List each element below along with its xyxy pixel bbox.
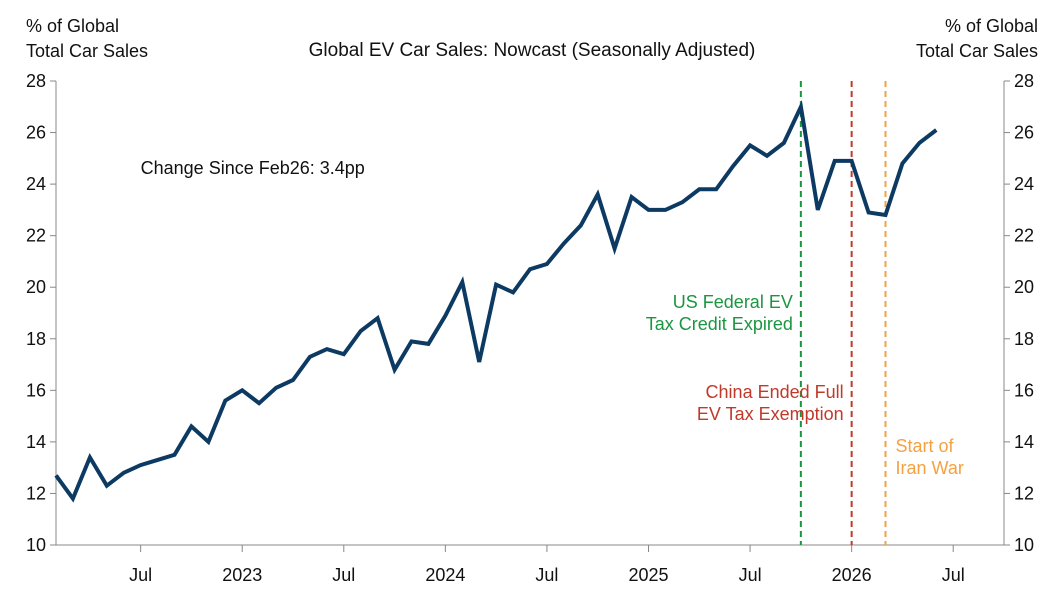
y-tick-label-right: 16 bbox=[1014, 380, 1034, 400]
axes: 10 10 12 12 14 14 16 16 18 18 20 20 22 22 24 24 26 26 28 28… bbox=[26, 71, 1034, 585]
y-tick-label-left: 14 bbox=[26, 432, 46, 452]
right-axis-label-line-2: Total Car Sales bbox=[916, 41, 1038, 61]
x-tick-label: Jul bbox=[739, 565, 762, 585]
y-tick-label-left: 18 bbox=[26, 329, 46, 349]
event-label: Tax Credit Expired bbox=[646, 314, 793, 334]
x-tick-label: Jul bbox=[129, 565, 152, 585]
y-tick-label-left: 22 bbox=[26, 226, 46, 246]
y-tick-label-right: 18 bbox=[1014, 329, 1034, 349]
y-tick-label-right: 22 bbox=[1014, 226, 1034, 246]
annotations: Change Since Feb26: 3.4pp bbox=[141, 158, 365, 178]
y-tick-label-left: 10 bbox=[26, 535, 46, 555]
y-tick-label-right: 10 bbox=[1014, 535, 1034, 555]
x-tick-label: 2024 bbox=[425, 565, 465, 585]
y-tick-label-left: 20 bbox=[26, 277, 46, 297]
y-tick-label-left: 16 bbox=[26, 380, 46, 400]
event-label: EV Tax Exemption bbox=[697, 404, 844, 424]
x-tick-label: Jul bbox=[332, 565, 355, 585]
x-tick-label: 2025 bbox=[628, 565, 668, 585]
x-tick-label: Jul bbox=[942, 565, 965, 585]
event-label: China Ended Full bbox=[706, 382, 844, 402]
y-tick-label-left: 12 bbox=[26, 483, 46, 503]
event-label: US Federal EV bbox=[673, 292, 793, 312]
chart-title: Global EV Car Sales: Nowcast (Seasonally… bbox=[309, 40, 756, 61]
series-group bbox=[54, 100, 938, 503]
x-tick-label: 2026 bbox=[832, 565, 872, 585]
right-axis-label-line-1: % of Global bbox=[945, 16, 1038, 36]
y-tick-label-right: 12 bbox=[1014, 483, 1034, 503]
y-tick-label-right: 14 bbox=[1014, 432, 1034, 452]
annotation-text: Change Since Feb26: 3.4pp bbox=[141, 158, 365, 178]
y-tick-label-right: 28 bbox=[1014, 71, 1034, 91]
x-tick-label: 2023 bbox=[222, 565, 262, 585]
x-tick-label: Jul bbox=[535, 565, 558, 585]
y-tick-label-left: 28 bbox=[26, 71, 46, 91]
y-tick-label-left: 26 bbox=[26, 123, 46, 143]
y-tick-label-right: 26 bbox=[1014, 123, 1034, 143]
y-tick-label-right: 20 bbox=[1014, 277, 1034, 297]
y-tick-label-right: 24 bbox=[1014, 174, 1034, 194]
event-label: Start of bbox=[896, 436, 955, 456]
series-line bbox=[54, 100, 938, 503]
left-axis-label-line-1: % of Global bbox=[26, 16, 119, 36]
event-label: Iran War bbox=[896, 458, 964, 478]
left-axis-label-line-2: Total Car Sales bbox=[26, 41, 148, 61]
y-tick-label-left: 24 bbox=[26, 174, 46, 194]
